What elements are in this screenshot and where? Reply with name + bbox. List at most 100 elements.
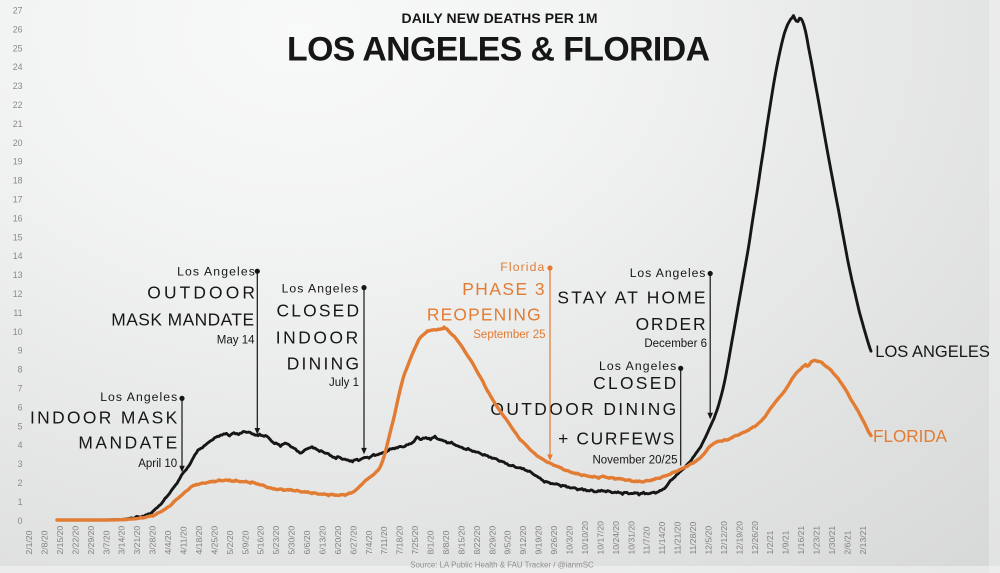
svg-text:8/15/20: 8/15/20 [456, 526, 466, 555]
svg-text:11/28/20: 11/28/20 [688, 521, 698, 554]
svg-text:7: 7 [18, 384, 23, 394]
svg-text:MASK MANDATE: MASK MANDATE [111, 309, 254, 329]
svg-text:12/12/20: 12/12/20 [719, 521, 729, 555]
svg-text:STAY AT HOME: STAY AT HOME [557, 287, 705, 307]
svg-text:8/8/20: 8/8/20 [441, 530, 451, 554]
svg-text:OUTDOOR: OUTDOOR [147, 283, 255, 303]
svg-text:5/9/20: 5/9/20 [240, 530, 250, 554]
svg-text:DAILY NEW DEATHS PER 1M: DAILY NEW DEATHS PER 1M [402, 10, 598, 26]
svg-text:10/24/20: 10/24/20 [611, 521, 621, 555]
svg-text:DINING: DINING [287, 354, 359, 374]
svg-text:6/20/20: 6/20/20 [333, 526, 343, 555]
svg-text:8/1/20: 8/1/20 [426, 530, 436, 554]
svg-text:LOS ANGELES: LOS ANGELES [875, 343, 990, 361]
svg-text:Los Angeles: Los Angeles [630, 266, 706, 280]
svg-text:July 1: July 1 [329, 377, 359, 389]
svg-text:0: 0 [18, 516, 23, 526]
svg-text:10: 10 [13, 327, 23, 337]
svg-text:REOPENING: REOPENING [427, 305, 541, 325]
svg-text:24: 24 [13, 62, 23, 72]
svg-text:7/4/20: 7/4/20 [364, 530, 374, 554]
svg-text:April 10: April 10 [138, 458, 177, 470]
svg-text:5: 5 [18, 421, 23, 431]
svg-text:13: 13 [13, 270, 23, 280]
svg-text:21: 21 [13, 119, 23, 129]
svg-text:2/8/20: 2/8/20 [40, 530, 50, 554]
svg-text:9/5/20: 9/5/20 [503, 530, 513, 554]
svg-text:11: 11 [13, 308, 22, 318]
svg-text:12: 12 [13, 289, 23, 299]
svg-text:3/7/20: 3/7/20 [101, 530, 111, 554]
svg-text:5/2/20: 5/2/20 [225, 530, 235, 554]
svg-text:INDOOR MASK: INDOOR MASK [30, 407, 178, 427]
svg-text:11/21/20: 11/21/20 [673, 521, 683, 554]
svg-text:1: 1 [18, 497, 23, 507]
svg-text:4/18/20: 4/18/20 [194, 526, 204, 555]
svg-text:8: 8 [18, 365, 23, 375]
svg-text:May 14: May 14 [217, 335, 255, 347]
svg-text:1/30/21: 1/30/21 [827, 526, 837, 555]
svg-text:1/23/21: 1/23/21 [812, 526, 822, 555]
svg-text:2/29/20: 2/29/20 [86, 526, 96, 555]
svg-text:12/26/20: 12/26/20 [750, 521, 760, 555]
svg-text:17: 17 [13, 195, 23, 205]
svg-text:8/22/20: 8/22/20 [472, 526, 482, 555]
svg-text:Los Angeles: Los Angeles [599, 359, 676, 373]
svg-text:2/13/21: 2/13/21 [858, 526, 868, 555]
svg-text:November 20/25: November 20/25 [592, 454, 677, 466]
svg-text:23: 23 [13, 81, 23, 91]
svg-text:22: 22 [13, 100, 23, 110]
svg-text:11/7/20: 11/7/20 [642, 526, 652, 554]
svg-text:September 25: September 25 [473, 329, 545, 341]
svg-text:CLOSED: CLOSED [277, 301, 360, 321]
svg-text:2: 2 [18, 478, 23, 488]
svg-text:12/19/20: 12/19/20 [734, 521, 744, 555]
svg-text:December 6: December 6 [644, 338, 707, 350]
svg-text:20: 20 [13, 138, 23, 148]
svg-text:3/21/20: 3/21/20 [132, 526, 142, 555]
svg-text:OUTDOOR DINING: OUTDOOR DINING [490, 399, 676, 419]
svg-text:9/19/20: 9/19/20 [534, 526, 544, 555]
svg-text:19: 19 [13, 157, 23, 167]
svg-text:6: 6 [18, 402, 23, 412]
svg-text:ORDER: ORDER [636, 314, 706, 334]
svg-text:10/10/20: 10/10/20 [580, 521, 590, 555]
svg-text:4/11/20: 4/11/20 [179, 526, 189, 554]
svg-text:Source: LA Public Health & FAU: Source: LA Public Health & FAU Tracker /… [410, 561, 594, 570]
svg-text:12/5/20: 12/5/20 [704, 526, 714, 555]
svg-text:5/16/20: 5/16/20 [256, 526, 266, 555]
svg-text:15: 15 [13, 232, 23, 242]
svg-text:27: 27 [13, 6, 23, 16]
svg-text:4/4/20: 4/4/20 [163, 530, 173, 554]
svg-text:26: 26 [13, 24, 23, 34]
svg-text:16: 16 [13, 213, 23, 223]
svg-text:2/1/20: 2/1/20 [24, 530, 34, 554]
svg-text:7/18/20: 7/18/20 [395, 526, 405, 555]
svg-text:2/22/20: 2/22/20 [70, 526, 80, 555]
svg-text:1/9/21: 1/9/21 [781, 530, 791, 554]
svg-text:10/31/20: 10/31/20 [626, 521, 636, 555]
svg-text:CLOSED: CLOSED [593, 373, 676, 393]
svg-text:10/17/20: 10/17/20 [595, 521, 605, 555]
svg-text:2/6/21: 2/6/21 [842, 530, 852, 554]
svg-text:1/2/21: 1/2/21 [765, 530, 775, 554]
svg-text:3/14/20: 3/14/20 [117, 526, 127, 555]
svg-text:LOS ANGELES & FLORIDA: LOS ANGELES & FLORIDA [287, 31, 710, 69]
svg-text:5/23/20: 5/23/20 [271, 526, 281, 555]
svg-text:MANDATE: MANDATE [78, 433, 177, 453]
svg-text:6/6/20: 6/6/20 [302, 530, 312, 554]
svg-text:4: 4 [18, 440, 23, 450]
svg-text:Los Angeles: Los Angeles [282, 282, 359, 296]
svg-text:18: 18 [13, 176, 23, 186]
svg-text:3: 3 [18, 459, 23, 469]
svg-text:INDOOR: INDOOR [276, 327, 359, 347]
svg-text:25: 25 [13, 43, 23, 53]
svg-text:5/30/20: 5/30/20 [287, 526, 297, 555]
svg-text:9: 9 [18, 346, 23, 356]
svg-text:8/29/20: 8/29/20 [487, 526, 497, 555]
svg-text:Florida: Florida [500, 260, 544, 274]
svg-text:7/25/20: 7/25/20 [410, 526, 420, 555]
svg-text:14: 14 [13, 251, 23, 261]
svg-text:10/3/20: 10/3/20 [565, 526, 575, 555]
svg-text:6/13/20: 6/13/20 [318, 526, 328, 555]
